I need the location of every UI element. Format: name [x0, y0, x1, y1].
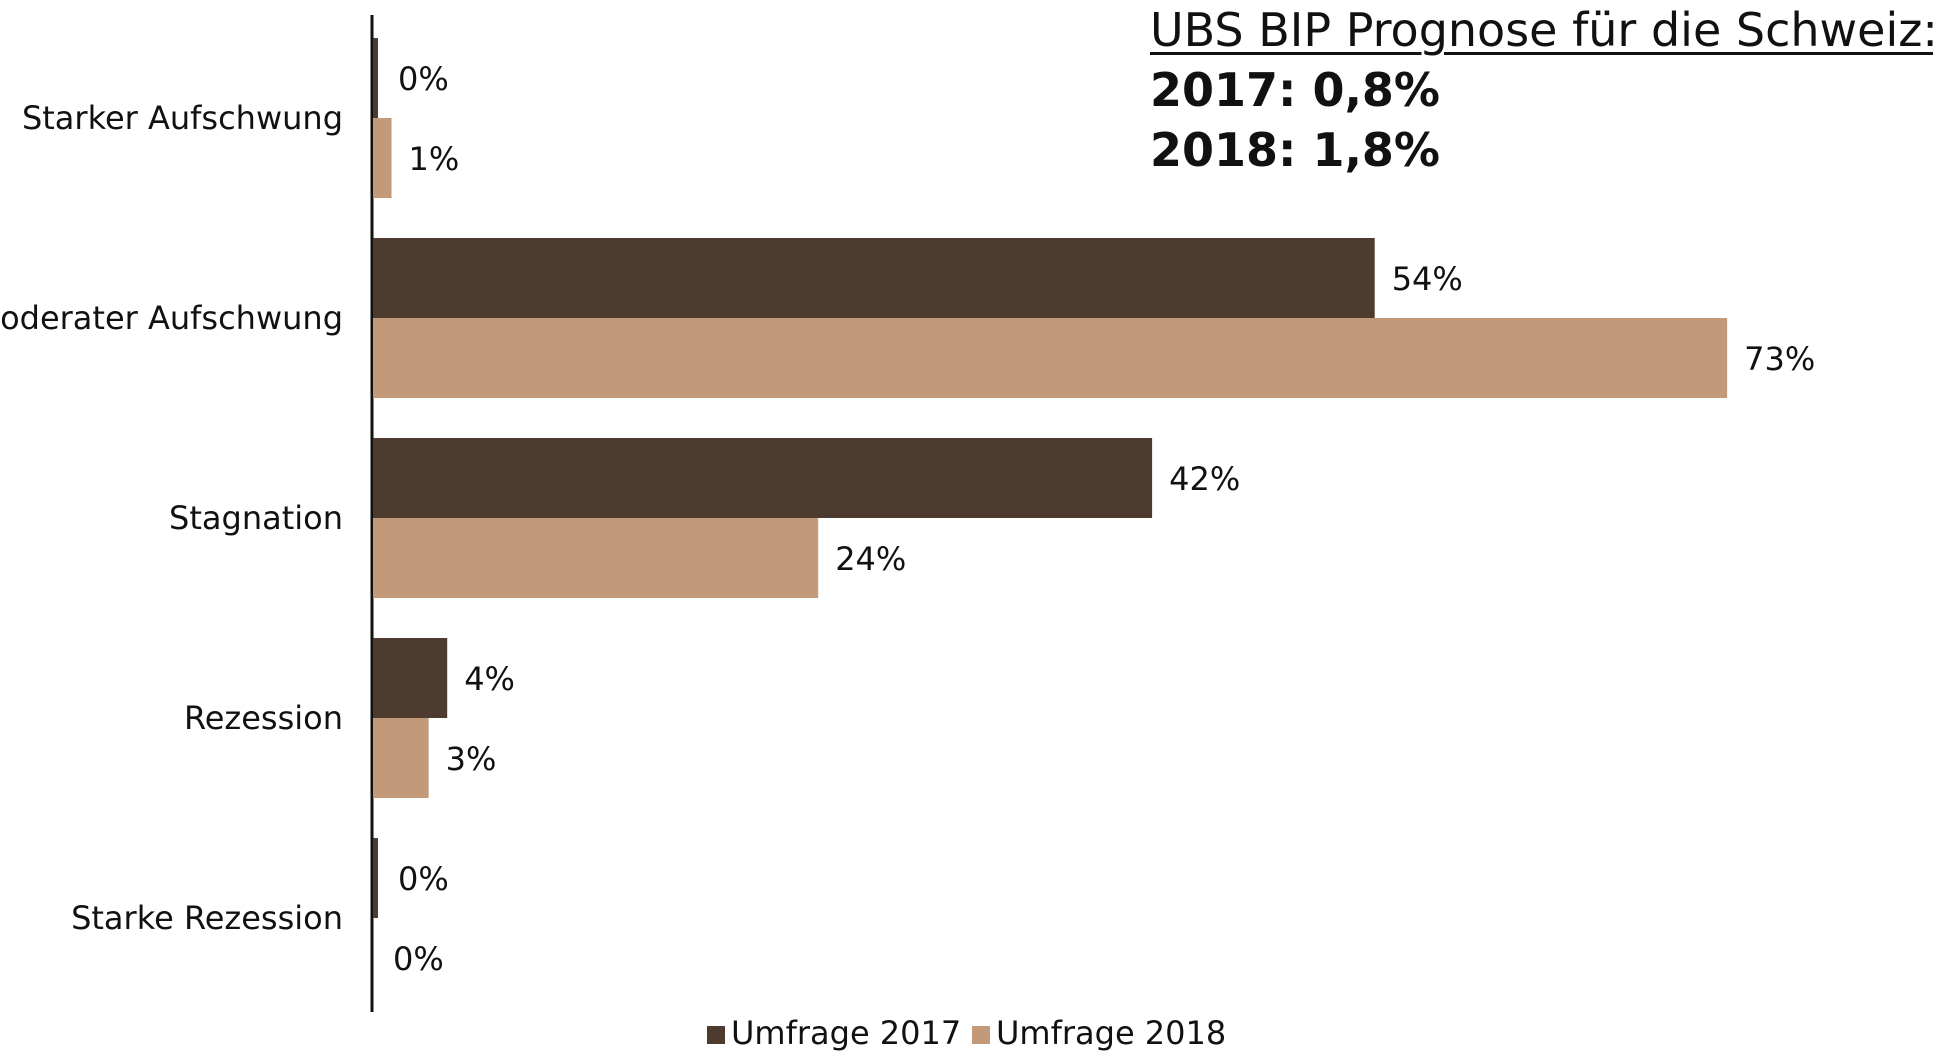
value-label: 1%	[409, 140, 460, 178]
legend-label: Umfrage 2017	[731, 1014, 961, 1052]
bar-2018	[373, 118, 392, 198]
legend-label: Umfrage 2018	[996, 1014, 1226, 1052]
annotation-line-2018: 2018: 1,8%	[1150, 123, 1441, 177]
bar-2017	[373, 638, 448, 718]
value-label: 3%	[446, 740, 497, 778]
bar-2017	[373, 438, 1153, 518]
bar-2017	[373, 238, 1375, 318]
category-label: Starke Rezession	[71, 899, 343, 937]
bar-2017	[373, 838, 378, 918]
value-label: 42%	[1169, 460, 1240, 498]
value-label: 0%	[398, 860, 449, 898]
value-label: 0%	[398, 60, 449, 98]
bars	[373, 38, 1728, 918]
category-label: Moderater Aufschwung	[0, 299, 343, 337]
value-label: 24%	[835, 540, 906, 578]
category-label: Rezession	[184, 699, 343, 737]
value-label: 54%	[1392, 260, 1463, 298]
value-label: 4%	[464, 660, 515, 698]
annotation-line-2017: 2017: 0,8%	[1150, 63, 1441, 117]
legend-swatch	[972, 1026, 990, 1044]
bar-2017	[373, 38, 378, 118]
forecast-annotation: UBS BIP Prognose für die Schweiz: 2017: …	[1150, 0, 1933, 180]
bar-2018	[373, 718, 429, 798]
category-label: Stagnation	[169, 499, 343, 537]
bar-2018	[373, 518, 819, 598]
category-label: Starker Aufschwung	[22, 99, 343, 137]
annotation-title: UBS BIP Prognose für die Schweiz:	[1150, 3, 1933, 57]
legend: Umfrage 2017 Umfrage 2018	[707, 1014, 1226, 1052]
value-label: 73%	[1744, 340, 1815, 378]
value-labels: 0% 1% 54% 73% 42% 24% 4% 3% 0% 0%	[393, 60, 1815, 978]
category-labels: Starker Aufschwung Moderater Aufschwung St…	[0, 99, 343, 937]
bar-2018	[373, 318, 1728, 398]
legend-swatch	[707, 1026, 725, 1044]
value-label: 0%	[393, 940, 444, 978]
